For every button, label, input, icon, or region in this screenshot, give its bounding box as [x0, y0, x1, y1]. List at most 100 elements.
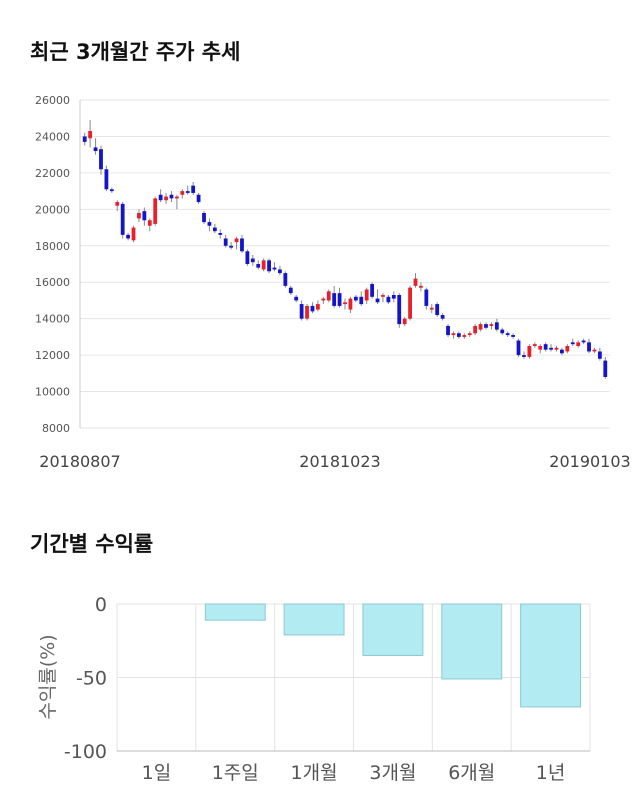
candle-body — [212, 227, 217, 232]
returns-y-tick-label: -50 — [76, 668, 107, 690]
returns-x-tick-label: 1년 — [536, 762, 566, 784]
candlestick-y-ticks: 8000 10000 12000 14000 16000 18000 20000 22000 2… — [35, 94, 70, 435]
candle-body — [104, 169, 109, 190]
candle-body — [603, 360, 608, 377]
candle-body — [462, 335, 467, 337]
returns-x-ticks: 1일 1주일 1개월 3개월 6개월 1년 — [142, 762, 566, 784]
candle-body — [229, 245, 234, 248]
candle-body — [278, 269, 282, 274]
candle-y-tick-label: 12000 — [35, 349, 70, 362]
candle-body — [505, 333, 510, 336]
candle-y-tick-label: 20000 — [35, 203, 70, 216]
candle-y-tick-label: 8000 — [42, 422, 70, 435]
candle-body — [202, 212, 206, 223]
candle-body — [109, 189, 114, 192]
candle-body — [288, 287, 293, 294]
candle-body — [467, 333, 472, 336]
candle-body — [478, 324, 483, 330]
returns-y-ticks: 0 -50 -100 — [64, 594, 107, 763]
returns-bar — [362, 603, 424, 656]
candle-body — [576, 342, 581, 346]
candle-body — [115, 202, 120, 206]
candlestick-grid — [79, 99, 610, 429]
returns-grid — [116, 603, 591, 752]
price-trend-title: 최근 3개월간 주가 추세 — [30, 40, 241, 64]
candle-body — [522, 355, 526, 357]
candle-body — [294, 296, 299, 301]
returns-x-tick-label: 1개월 — [291, 762, 338, 784]
candle-body — [364, 289, 369, 301]
candle-body — [126, 234, 130, 239]
candle-body — [554, 347, 559, 350]
candle-body — [337, 293, 342, 306]
candle-y-tick-label: 16000 — [35, 276, 70, 289]
candle-body — [180, 191, 185, 195]
returns-y-tick-label: -100 — [64, 741, 107, 763]
candle-body — [218, 233, 223, 235]
candle-body — [511, 335, 516, 337]
candle-body — [332, 293, 337, 306]
candle-body — [315, 304, 320, 310]
candle-body — [565, 346, 570, 352]
candle-body — [343, 302, 347, 305]
candle-body — [142, 211, 147, 221]
candle-body — [120, 203, 125, 235]
candle-body — [353, 296, 358, 301]
candle-body — [435, 304, 440, 316]
candle-y-tick-label: 18000 — [35, 240, 70, 253]
candle-x-tick-label: 20180807 — [39, 452, 120, 471]
candle-body — [348, 298, 353, 310]
candle-body — [456, 333, 461, 337]
candle-body — [191, 185, 196, 193]
candle-body — [299, 304, 304, 319]
candle-body — [196, 194, 201, 203]
returns-y-axis-label: 수익률(%) — [37, 634, 59, 719]
candle-y-tick-label: 26000 — [35, 94, 70, 107]
candle-x-tick-label: 20181023 — [299, 452, 380, 471]
candle-body — [223, 238, 228, 246]
returns-x-tick-label: 6개월 — [448, 762, 495, 784]
candle-body — [592, 349, 597, 352]
candle-body — [473, 325, 478, 334]
candle-body — [256, 264, 261, 268]
candle-body — [321, 298, 326, 301]
candlestick-x-ticks: 20180807 20181023 20190103 — [39, 452, 630, 471]
returns-bar — [520, 603, 582, 708]
candle-body — [272, 267, 277, 270]
candle-body — [207, 222, 212, 226]
candle-body — [397, 294, 402, 325]
candle-body — [527, 346, 532, 357]
candle-body — [88, 130, 93, 139]
candle-body — [451, 333, 456, 336]
candle-body — [543, 344, 548, 350]
candle-body — [489, 324, 494, 326]
candle-body — [375, 298, 380, 303]
returns-x-tick-label: 1주일 — [212, 762, 259, 784]
candle-body — [381, 294, 385, 297]
candle-body — [402, 318, 407, 325]
returns-title: 기간별 수익률 — [30, 532, 154, 556]
candle-y-tick-label: 10000 — [35, 386, 70, 399]
candle-body — [153, 198, 158, 224]
candle-x-tick-label: 20190103 — [549, 452, 630, 471]
candlestick-marks — [82, 120, 608, 379]
candle-body — [359, 296, 364, 305]
candle-body — [305, 305, 309, 319]
candle-body — [99, 149, 103, 170]
candle-body — [424, 289, 429, 306]
returns-y-tick-label: 0 — [95, 594, 107, 616]
candle-body — [494, 322, 499, 330]
returns-bar — [283, 603, 345, 636]
candle-body — [532, 344, 537, 346]
candle-body — [538, 346, 543, 350]
returns-x-tick-label: 3개월 — [369, 762, 416, 784]
candle-body — [413, 278, 418, 286]
candle-body — [391, 294, 396, 299]
candle-y-tick-label: 14000 — [35, 313, 70, 326]
candle-body — [446, 325, 450, 336]
candle-body — [82, 136, 87, 142]
candle-body — [267, 260, 271, 272]
candle-y-tick-label: 22000 — [35, 167, 70, 180]
candle-body — [147, 220, 152, 226]
candle-body — [137, 212, 141, 219]
